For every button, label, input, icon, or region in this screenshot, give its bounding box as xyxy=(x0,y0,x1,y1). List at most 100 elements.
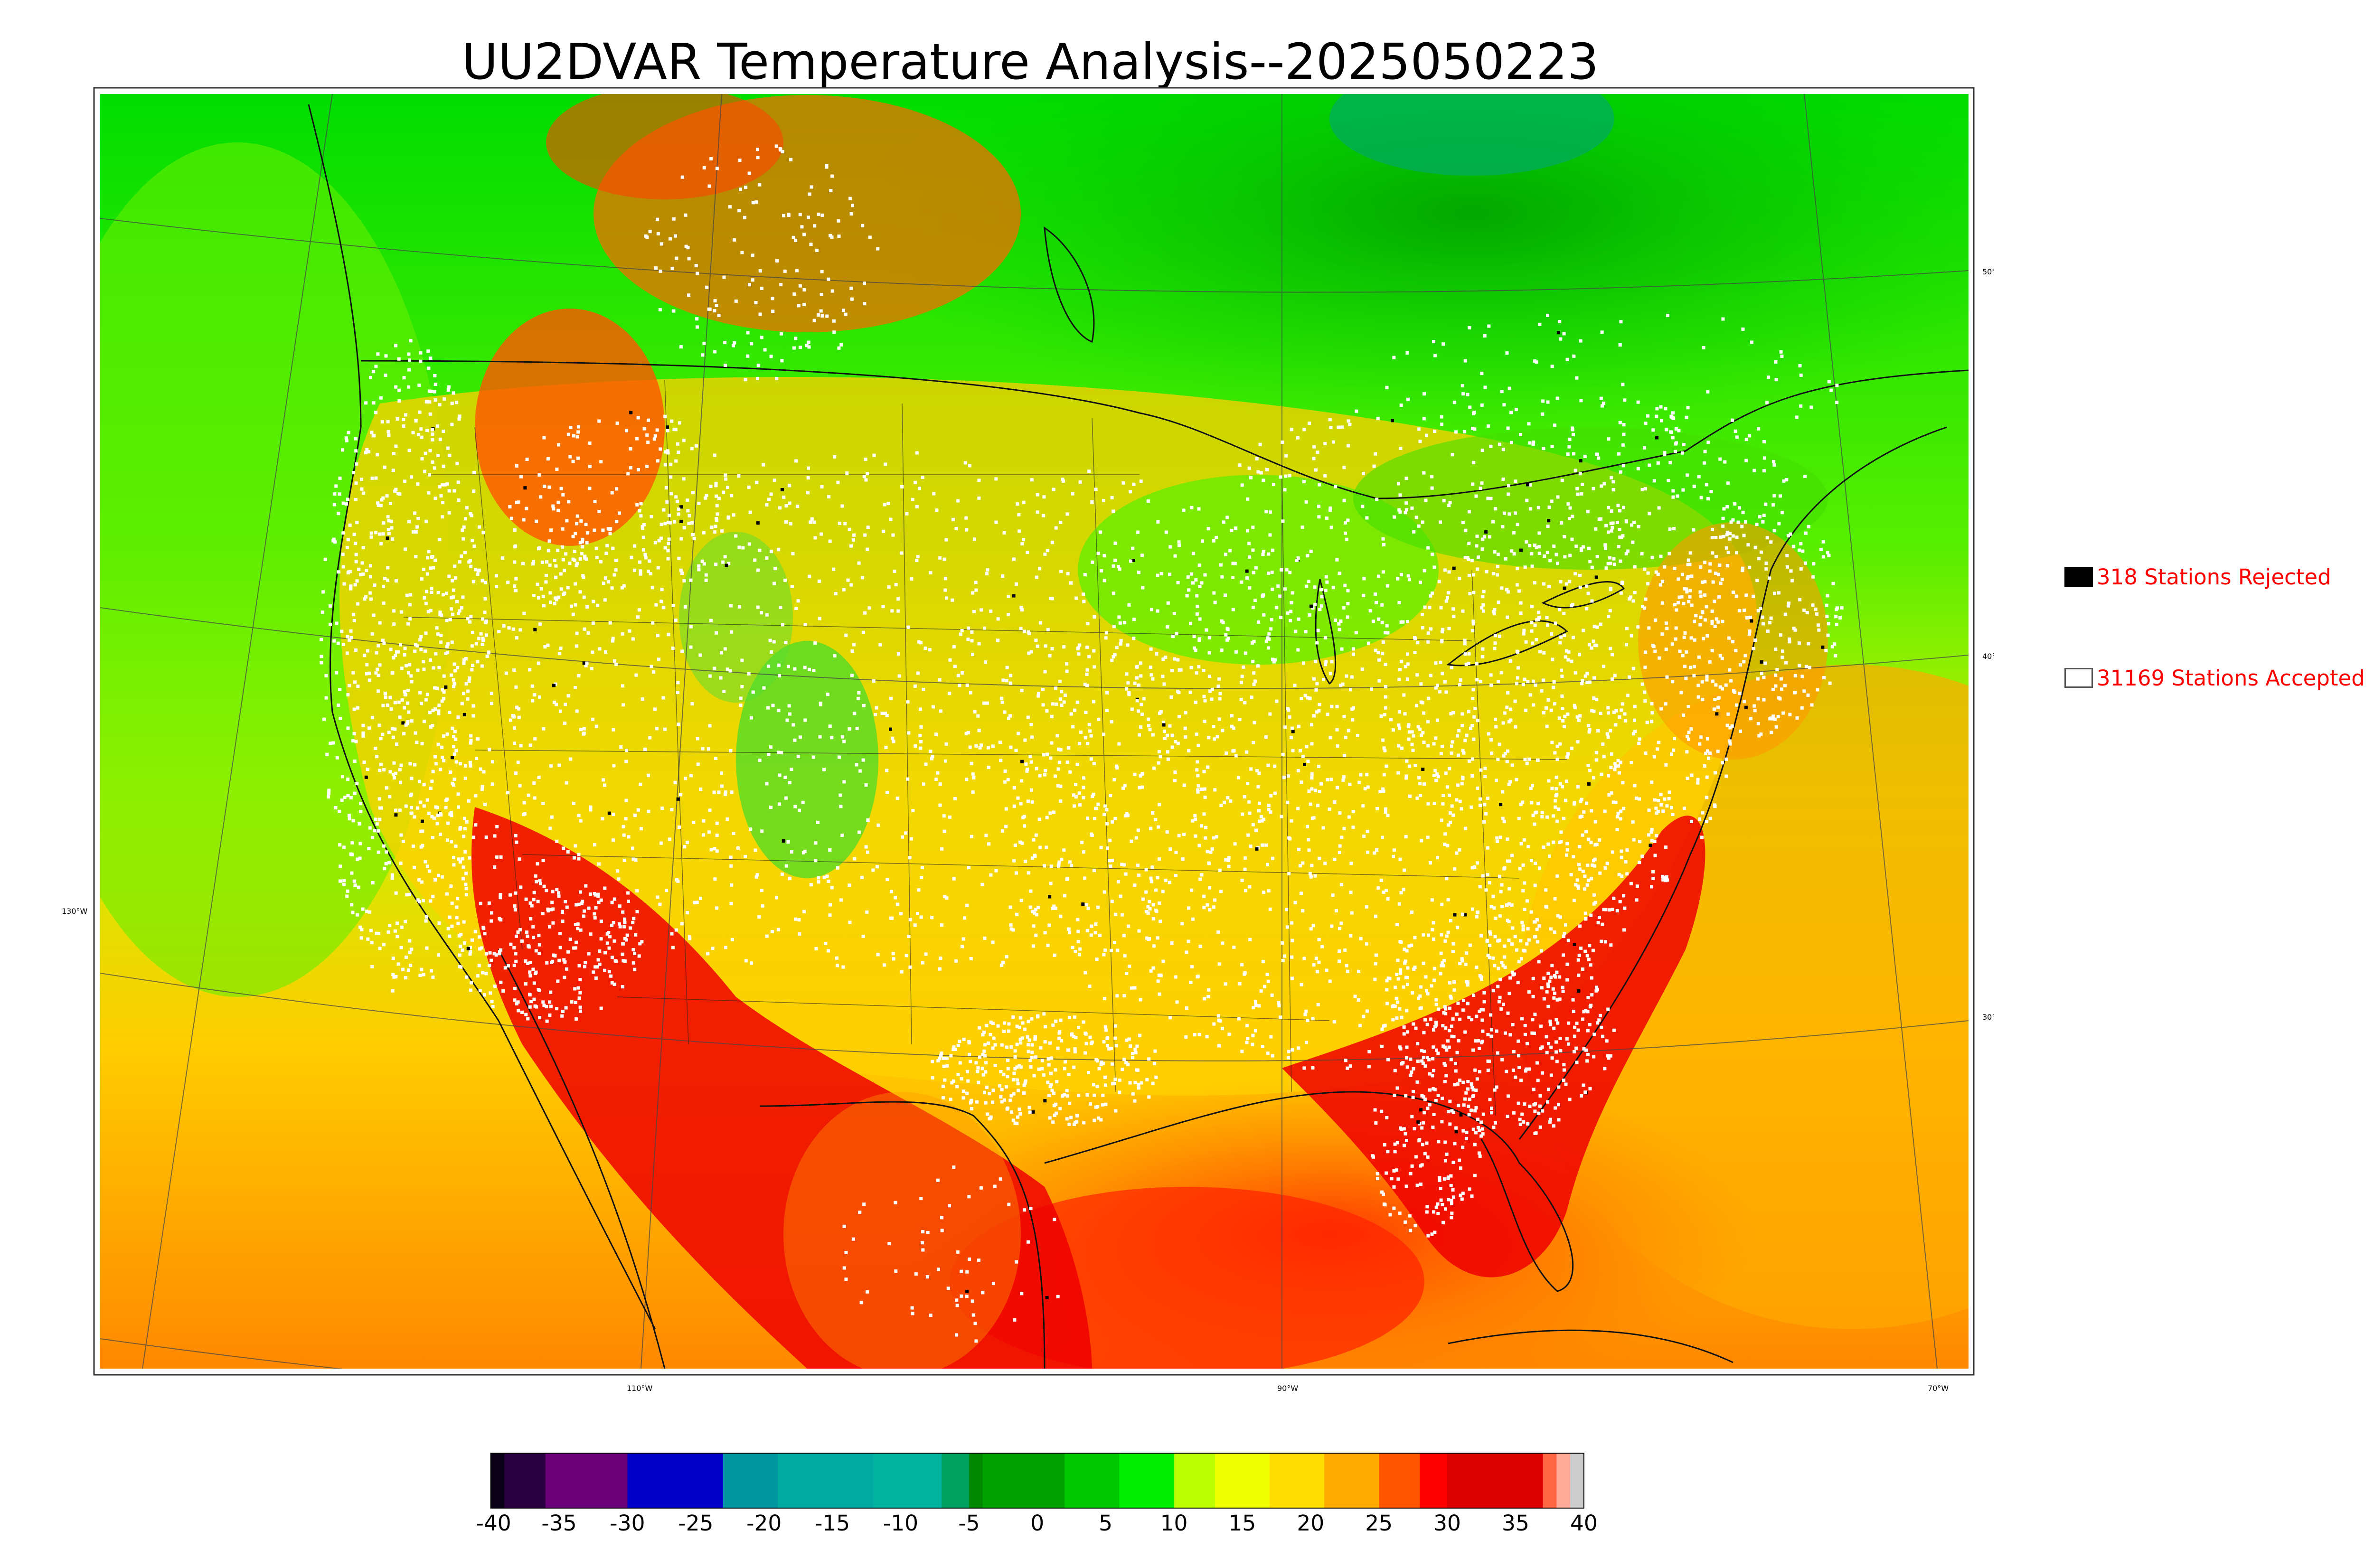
station-marker xyxy=(1319,588,1323,592)
station-marker xyxy=(1650,711,1654,714)
station-marker xyxy=(1149,608,1153,611)
station-marker xyxy=(1514,725,1517,729)
station-marker xyxy=(1344,735,1347,739)
station-marker xyxy=(1475,662,1479,666)
station-marker xyxy=(1250,695,1253,699)
station-marker xyxy=(1243,867,1247,871)
station-marker xyxy=(965,1091,969,1095)
station-marker xyxy=(1506,615,1509,619)
station-marker xyxy=(959,632,962,636)
station-marker xyxy=(1102,997,1106,1000)
station-marker xyxy=(548,925,552,929)
station-marker xyxy=(448,812,452,816)
station-marker xyxy=(378,532,382,536)
station-marker xyxy=(1013,1121,1017,1125)
station-marker xyxy=(587,952,591,956)
station-marker xyxy=(1061,1094,1064,1098)
station-marker xyxy=(1348,423,1352,426)
station-marker xyxy=(1443,832,1447,836)
station-marker xyxy=(469,512,472,516)
station-marker xyxy=(787,704,791,708)
station-marker xyxy=(1309,604,1313,608)
station-marker xyxy=(1602,482,1606,486)
station-marker xyxy=(1199,788,1203,791)
station-marker xyxy=(989,873,993,877)
station-marker xyxy=(1293,901,1297,904)
station-marker xyxy=(1009,923,1013,927)
station-marker xyxy=(1692,485,1696,488)
station-marker xyxy=(1580,492,1583,496)
station-marker xyxy=(1013,1055,1017,1059)
station-marker xyxy=(392,776,396,780)
station-marker xyxy=(1530,784,1534,788)
station-marker xyxy=(1562,817,1566,820)
station-marker xyxy=(418,900,421,903)
station-marker xyxy=(433,686,437,690)
station-marker xyxy=(1631,820,1635,824)
station-marker xyxy=(453,669,457,673)
station-marker xyxy=(996,1024,1000,1028)
station-marker xyxy=(1477,555,1480,559)
station-marker xyxy=(1562,935,1565,939)
station-marker xyxy=(1458,799,1462,803)
station-marker xyxy=(1009,745,1013,749)
station-marker xyxy=(1439,520,1442,524)
station-marker xyxy=(848,920,852,924)
station-marker xyxy=(1590,993,1594,997)
station-marker xyxy=(623,920,627,924)
station-marker xyxy=(1306,554,1309,558)
station-marker xyxy=(1027,630,1030,634)
station-marker xyxy=(1664,702,1667,706)
station-marker xyxy=(1555,874,1559,878)
station-marker xyxy=(1045,709,1049,713)
station-marker xyxy=(513,986,517,990)
station-marker xyxy=(1286,774,1290,778)
station-marker xyxy=(1333,800,1337,804)
station-marker xyxy=(442,674,446,678)
station-marker xyxy=(1024,762,1028,766)
station-marker xyxy=(1633,565,1637,569)
station-marker xyxy=(464,883,468,886)
station-marker xyxy=(337,570,340,574)
station-marker xyxy=(913,923,917,927)
station-marker xyxy=(1445,934,1449,938)
station-marker xyxy=(582,727,586,731)
station-marker xyxy=(1733,429,1737,433)
station-marker xyxy=(1563,555,1567,559)
station-marker xyxy=(1074,1036,1078,1039)
station-marker xyxy=(1522,1120,1526,1124)
station-marker xyxy=(1582,1083,1585,1087)
station-marker xyxy=(640,827,643,831)
station-marker xyxy=(1548,1019,1552,1023)
station-marker xyxy=(1426,744,1430,748)
station-marker xyxy=(1468,1098,1471,1101)
station-marker xyxy=(691,533,695,536)
station-marker xyxy=(1286,800,1290,804)
station-marker xyxy=(930,916,934,920)
station-marker xyxy=(968,1052,971,1056)
station-marker xyxy=(1065,1117,1069,1121)
station-marker xyxy=(431,555,434,558)
station-marker xyxy=(1166,625,1169,629)
station-marker xyxy=(327,791,331,795)
station-marker xyxy=(1385,988,1389,992)
station-marker xyxy=(730,883,734,887)
station-marker xyxy=(984,1070,988,1074)
station-marker xyxy=(850,297,854,301)
station-marker xyxy=(1612,557,1616,561)
station-marker xyxy=(1329,426,1333,430)
station-marker xyxy=(814,841,818,845)
station-marker xyxy=(1478,885,1482,889)
station-marker xyxy=(474,823,478,827)
station-marker xyxy=(908,918,912,921)
station-marker xyxy=(1493,935,1497,939)
station-marker xyxy=(447,385,451,389)
station-marker xyxy=(1464,962,1468,966)
station-marker xyxy=(1571,998,1575,1002)
station-marker xyxy=(1253,1029,1257,1033)
station-marker xyxy=(1526,845,1530,848)
station-marker xyxy=(1372,464,1376,468)
station-marker xyxy=(365,672,368,676)
station-marker xyxy=(1339,921,1343,925)
station-marker xyxy=(1612,896,1616,900)
